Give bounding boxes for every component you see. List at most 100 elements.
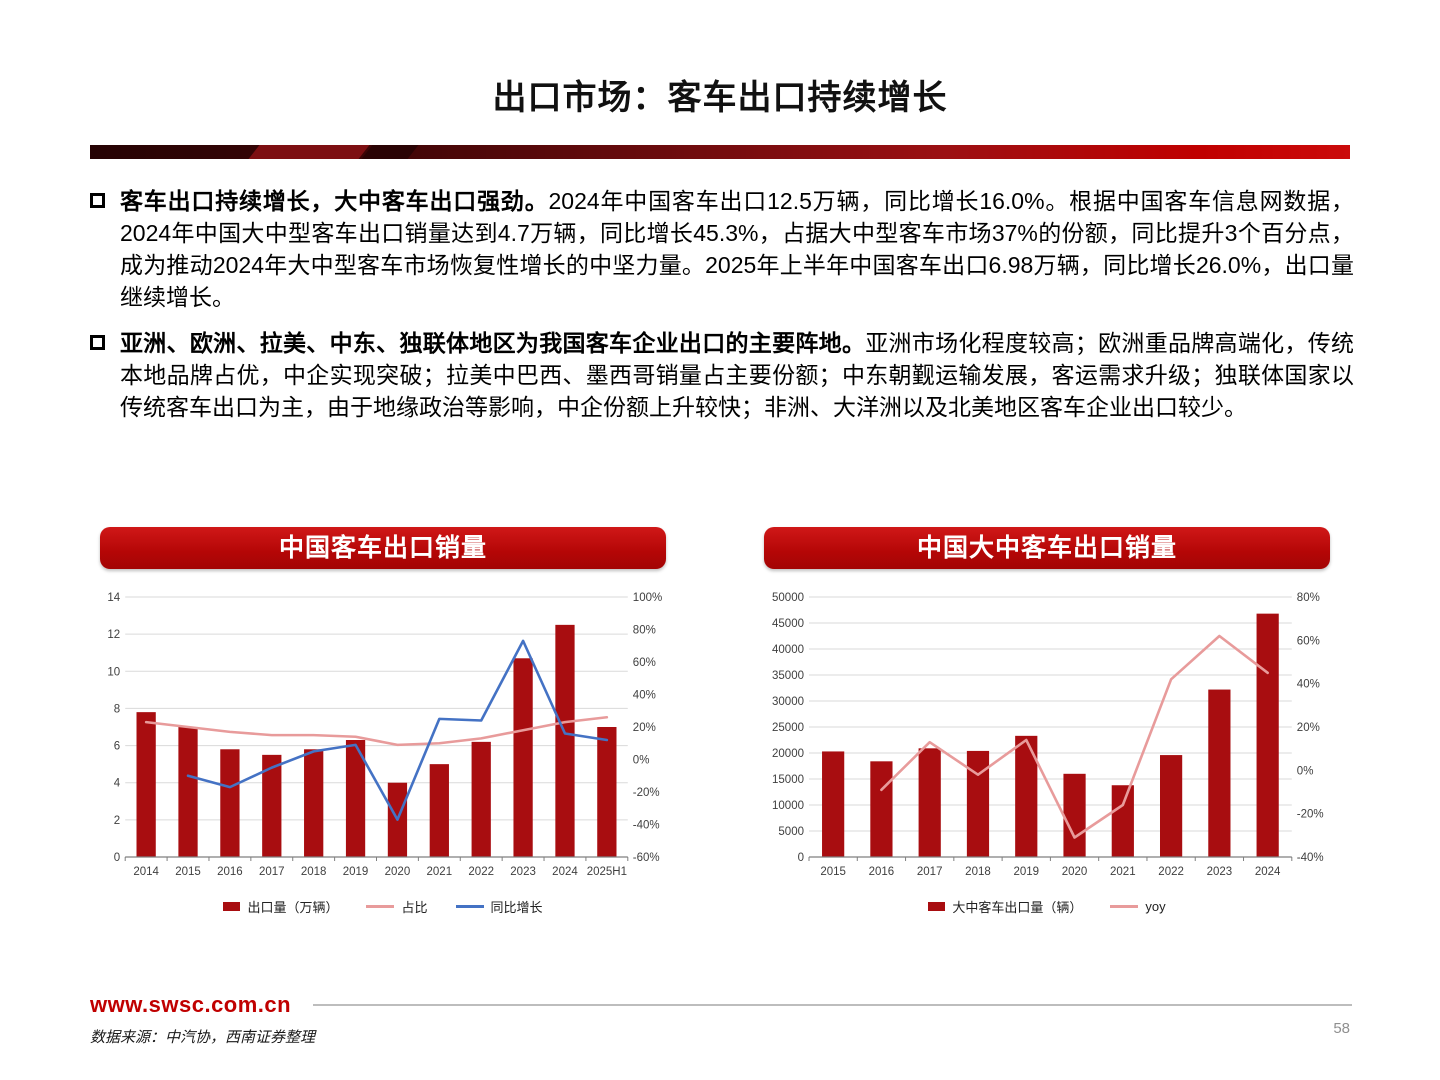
bullet-lead-1: 客车出口持续增长，大中客车出口强劲。 <box>120 188 549 214</box>
chart-panel-large-medium-bus-export: 中国大中客车出口销量 0 5000 10000 15000 20000 25000 3000… <box>764 527 1330 916</box>
footer-divider <box>313 1003 1352 1007</box>
bullet-lead-2: 亚洲、欧洲、拉美、中东、独联体地区为我国客车企业出口的主要阵地。 <box>120 330 866 356</box>
chart-title-banner: 中国客车出口销量 <box>100 527 666 569</box>
bus-export-chart: 0 2 4 6 8 10 12 14 -60% -40% -20% 0% 20% 40% 60% 80% 100… <box>107 592 662 878</box>
data-source-note: 数据来源：中汽协，西南证券整理 <box>90 1030 316 1046</box>
svg-text:4: 4 <box>114 778 121 790</box>
legend-item: 同比增长 <box>455 897 543 916</box>
svg-text:2020: 2020 <box>1062 866 1088 878</box>
svg-text:2017: 2017 <box>259 866 285 878</box>
svg-text:10: 10 <box>107 666 120 678</box>
svg-text:0%: 0% <box>1297 765 1314 777</box>
line-series-0 <box>144 715 609 747</box>
svg-text:100%: 100% <box>633 592 662 604</box>
chart-panel-bus-export: 中国客车出口销量 0 2 4 6 8 10 12 14 -60% -40% -20% 0% 20% 40%… <box>100 527 666 916</box>
line-series-0 <box>880 634 1269 839</box>
svg-text:2019: 2019 <box>343 866 369 878</box>
svg-text:2018: 2018 <box>301 866 327 878</box>
svg-text:0: 0 <box>114 852 120 864</box>
page-number: 58 <box>1333 1020 1350 1037</box>
svg-text:-40%: -40% <box>633 820 660 832</box>
svg-text:0%: 0% <box>633 755 650 767</box>
svg-text:40000: 40000 <box>772 644 804 656</box>
svg-text:2023: 2023 <box>1207 866 1233 878</box>
chart-title: 中国客车出口销量 <box>278 534 487 562</box>
large-medium-bus-export-chart: 0 5000 10000 15000 20000 25000 30000 35000 40000… <box>772 592 1324 878</box>
page-title: 出口市场：客车出口持续增长 <box>492 79 948 117</box>
bullet-point-2: 亚洲、欧洲、拉美、中东、独联体地区为我国客车企业出口的主要阵地。亚洲市场化程度较… <box>90 327 1354 423</box>
svg-text:12: 12 <box>107 629 120 641</box>
bullet-list: 客车出口持续增长，大中客车出口强劲。2024年中国客车出口12.5万辆，同比增长… <box>90 185 1354 423</box>
svg-text:2025H1: 2025H1 <box>587 866 627 878</box>
svg-text:20%: 20% <box>1297 722 1320 734</box>
svg-text:45000: 45000 <box>772 618 804 630</box>
line-swatch-icon <box>366 904 395 909</box>
svg-text:2016: 2016 <box>217 866 243 878</box>
line-swatch-icon <box>1110 904 1139 909</box>
legend-label: 占比 <box>401 900 428 915</box>
svg-text:-20%: -20% <box>1297 809 1324 821</box>
line-swatch-icon <box>455 904 484 909</box>
svg-text:15000: 15000 <box>772 774 804 786</box>
svg-text:2022: 2022 <box>1158 866 1184 878</box>
svg-text:5000: 5000 <box>778 826 804 838</box>
legend-item: yoy <box>1110 899 1166 914</box>
bar-swatch-icon <box>223 902 241 911</box>
svg-text:80%: 80% <box>1297 592 1320 604</box>
svg-text:40%: 40% <box>633 690 656 702</box>
svg-text:0: 0 <box>798 852 804 864</box>
svg-text:2022: 2022 <box>468 866 494 878</box>
chart-legend: 出口量（万辆） 占比 同比增长 <box>100 897 666 916</box>
svg-text:50000: 50000 <box>772 592 804 604</box>
bullet-body-2: 亚洲市场化程度较高；欧洲重品牌高端化，传统本地品牌占优，中企实现突破；拉美中巴西… <box>120 330 1355 420</box>
svg-text:25000: 25000 <box>772 722 804 734</box>
svg-text:60%: 60% <box>1297 635 1320 647</box>
title-underline-bar <box>90 145 1350 159</box>
svg-text:30000: 30000 <box>772 696 804 708</box>
svg-text:2017: 2017 <box>917 866 943 878</box>
svg-text:2024: 2024 <box>1255 866 1281 878</box>
svg-text:6: 6 <box>114 741 120 753</box>
bar-series <box>822 613 1279 857</box>
legend-label: 同比增长 <box>490 900 543 915</box>
legend-label: yoy <box>1145 899 1166 914</box>
legend-item: 出口量（万辆） <box>223 897 338 916</box>
svg-text:35000: 35000 <box>772 670 804 682</box>
svg-text:2019: 2019 <box>1013 866 1039 878</box>
svg-text:2018: 2018 <box>965 866 991 878</box>
legend-label: 大中客车出口量（辆） <box>952 900 1083 915</box>
bar-series <box>136 624 617 857</box>
svg-text:40%: 40% <box>1297 679 1320 691</box>
legend-label: 出口量（万辆） <box>247 900 339 915</box>
bar-swatch-icon <box>928 902 946 911</box>
svg-text:2021: 2021 <box>427 866 453 878</box>
legend-item: 大中客车出口量（辆） <box>928 897 1082 916</box>
svg-text:-20%: -20% <box>633 787 660 799</box>
svg-text:2020: 2020 <box>385 866 411 878</box>
square-bullet-icon <box>90 193 105 208</box>
svg-text:-60%: -60% <box>633 852 660 864</box>
bullet-point-1: 客车出口持续增长，大中客车出口强劲。2024年中国客车出口12.5万辆，同比增长… <box>90 185 1354 313</box>
square-bullet-icon <box>90 335 105 350</box>
chart-title: 中国大中客车出口销量 <box>916 534 1177 562</box>
svg-text:10000: 10000 <box>772 800 804 812</box>
decorative-stripe <box>248 145 370 159</box>
svg-text:2015: 2015 <box>175 866 201 878</box>
svg-text:8: 8 <box>114 703 120 715</box>
svg-text:2014: 2014 <box>133 866 159 878</box>
svg-text:2024: 2024 <box>552 866 578 878</box>
svg-text:2: 2 <box>114 815 120 827</box>
svg-text:20000: 20000 <box>772 748 804 760</box>
chart-title-banner: 中国大中客车出口销量 <box>764 527 1330 569</box>
charts-section: 中国客车出口销量 0 2 4 6 8 10 12 14 -60% -40% -20% 0% 20% 40%… <box>0 527 1440 916</box>
svg-text:2015: 2015 <box>820 866 846 878</box>
decorative-stripe <box>361 145 419 159</box>
svg-text:2023: 2023 <box>510 866 536 878</box>
website-link: www.swsc.com.cn <box>90 992 292 1017</box>
svg-text:2016: 2016 <box>869 866 895 878</box>
bullet-text-2: 亚洲、欧洲、拉美、中东、独联体地区为我国客车企业出口的主要阵地。亚洲市场化程度较… <box>120 327 1354 423</box>
svg-text:20%: 20% <box>633 722 656 734</box>
svg-text:2021: 2021 <box>1110 866 1136 878</box>
svg-text:60%: 60% <box>633 657 656 669</box>
svg-text:80%: 80% <box>633 625 656 637</box>
